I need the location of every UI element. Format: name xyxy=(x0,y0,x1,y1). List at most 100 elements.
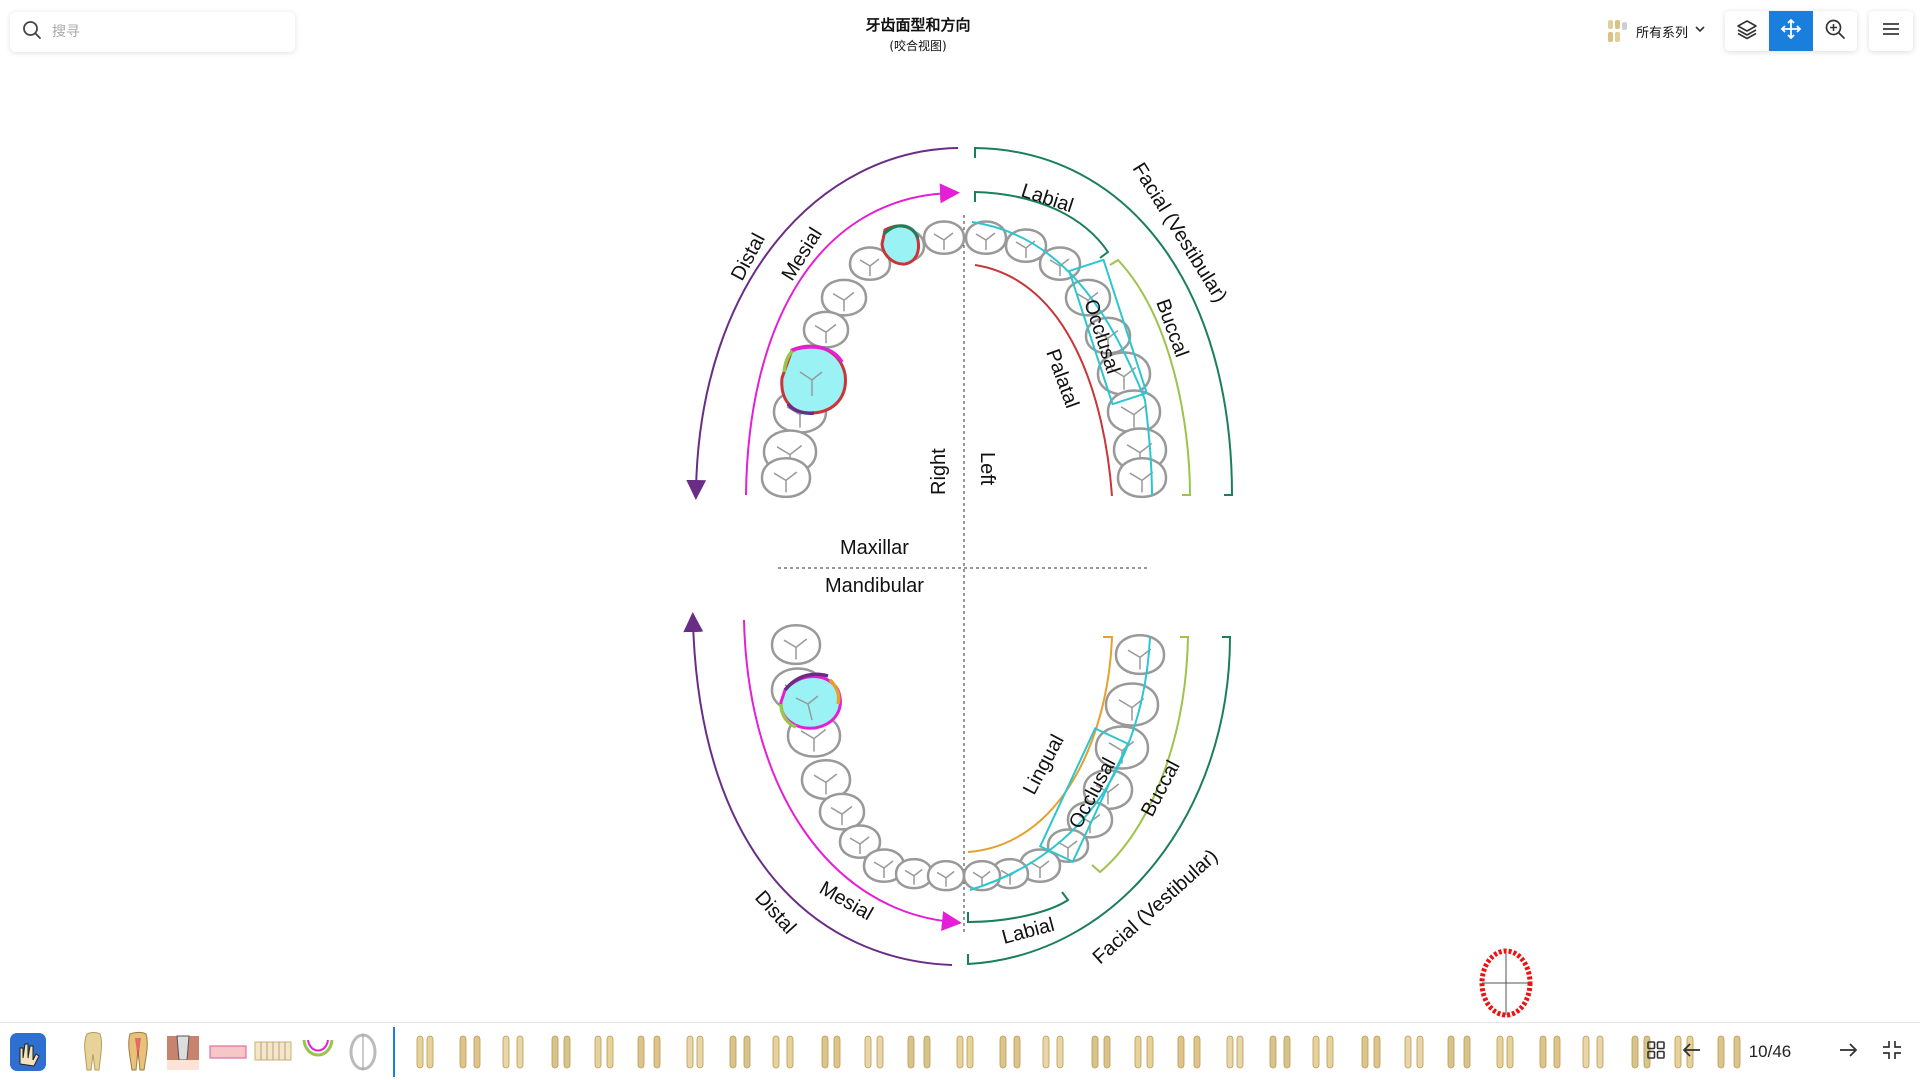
thumbnail-arch-colored[interactable] xyxy=(298,1029,338,1075)
tooth-thumbnail-icon xyxy=(1539,1035,1561,1069)
teeth-series-icon xyxy=(1606,18,1630,44)
thumbnail-teeth-view[interactable] xyxy=(450,1029,490,1075)
upper-tooth xyxy=(848,246,892,281)
layers-button[interactable] xyxy=(1725,11,1769,51)
upper-tooth xyxy=(760,457,812,499)
thumbnail-teeth-view[interactable] xyxy=(585,1029,625,1075)
tooth-fissure xyxy=(1129,471,1154,493)
facial-bracket-lower xyxy=(967,636,1232,966)
label-mesial-lower: Mesial xyxy=(816,877,877,925)
label-distal-lower: Distal xyxy=(750,887,800,939)
tooth-thumbnail-icon xyxy=(637,1035,661,1069)
thumbnail-tooth-section[interactable] xyxy=(118,1029,158,1075)
view-tools xyxy=(1725,11,1857,51)
lower-tooth xyxy=(1104,682,1160,727)
tooth-thumbnail-icon xyxy=(1582,1035,1604,1069)
occlusal-box-lower xyxy=(1038,727,1130,863)
tooth-thumbnail-icon xyxy=(1134,1035,1154,1069)
series-dropdown[interactable]: 所有系列 xyxy=(1606,16,1706,46)
tooth-thumbnail-icon xyxy=(1177,1035,1201,1069)
thumbnail-ruler-pink[interactable] xyxy=(208,1029,248,1075)
tooth-fissure xyxy=(773,471,798,493)
tooth-fissure xyxy=(832,291,855,312)
thumbnail-tooth[interactable] xyxy=(73,1029,113,1075)
tooth-thumbnail-icon xyxy=(1042,1035,1064,1069)
thumbnail-teeth-view[interactable] xyxy=(1575,1029,1615,1075)
labial-bracket-upper xyxy=(974,190,1110,259)
thumbnail-teeth-view[interactable] xyxy=(1260,1029,1300,1075)
thumbnail-teeth-view[interactable] xyxy=(495,1029,535,1075)
chevron-down-icon xyxy=(1694,23,1706,39)
thumbnail-teeth-row[interactable] xyxy=(253,1029,293,1075)
tooth-fissure xyxy=(830,805,853,826)
upper-tooth xyxy=(1004,228,1048,263)
menu-button[interactable] xyxy=(1869,11,1913,51)
label-left: Left xyxy=(976,452,998,486)
thumbnail-teeth-view[interactable] xyxy=(1125,1029,1165,1075)
thumbnail-teeth-view[interactable] xyxy=(900,1029,940,1075)
arrow-left-icon xyxy=(1680,1038,1704,1067)
buccal-bracket-upper xyxy=(1109,258,1192,496)
tooth-fissure xyxy=(1076,291,1099,312)
tooth-fissure xyxy=(813,773,838,795)
tooth-thumbnail-icon xyxy=(1269,1035,1291,1069)
thumbnail-implant[interactable] xyxy=(163,1029,203,1075)
series-label: 所有系列 xyxy=(1636,25,1689,41)
thumbnail-teeth-view[interactable] xyxy=(990,1029,1030,1075)
thumbnail-teeth-view[interactable] xyxy=(1530,1029,1570,1075)
tooth-fissure xyxy=(975,232,996,250)
tooth-thumbnail-icon xyxy=(502,1035,524,1069)
thumbnail-teeth-view[interactable] xyxy=(1485,1029,1525,1075)
thumbnail-teeth-view[interactable] xyxy=(540,1029,580,1075)
tooth-thumbnail-icon xyxy=(956,1035,974,1069)
search-box[interactable] xyxy=(10,12,295,52)
lower-tooth xyxy=(818,792,866,831)
tooth-thumbnail-icon xyxy=(1361,1035,1381,1069)
move-icon xyxy=(1780,18,1802,45)
tooth-thumbnail-icon xyxy=(1496,1035,1514,1069)
thumbnail-teeth-view[interactable] xyxy=(630,1029,670,1075)
tooth-fissure xyxy=(1095,783,1120,805)
thumbnail-teeth-view[interactable] xyxy=(1080,1029,1120,1075)
facial-bracket-upper xyxy=(974,146,1234,496)
tooth-fissure xyxy=(1057,840,1078,858)
thumbnail-teeth-view[interactable] xyxy=(1305,1029,1345,1075)
thumbnail-teeth-view[interactable] xyxy=(675,1029,715,1075)
grid-view-button[interactable] xyxy=(1636,1027,1676,1077)
label-palatal: Palatal xyxy=(1041,346,1083,411)
thumbnail-arch-outline[interactable] xyxy=(343,1029,383,1075)
tooth-fissure xyxy=(1118,697,1145,721)
thumbnail-teeth-view[interactable] xyxy=(1710,1029,1750,1075)
zoom-button[interactable] xyxy=(1813,11,1857,51)
thumbnail-app-home[interactable] xyxy=(8,1029,48,1075)
label-buccal-lower: Buccal xyxy=(1137,757,1185,820)
thumbnail-teeth-view[interactable] xyxy=(1350,1029,1390,1075)
previous-button[interactable] xyxy=(1672,1027,1712,1077)
thumbnail-teeth-view[interactable] xyxy=(720,1029,760,1075)
tooth-thumbnail-icon xyxy=(1226,1035,1244,1069)
next-button[interactable] xyxy=(1828,1027,1868,1077)
thumbnail-teeth-view[interactable] xyxy=(1215,1029,1255,1075)
label-buccal-upper: Buccal xyxy=(1151,296,1192,360)
thumbnail-teeth-view[interactable] xyxy=(1395,1029,1435,1075)
thumbnail-teeth-view[interactable] xyxy=(945,1029,985,1075)
thumbnail-teeth-view[interactable] xyxy=(405,1029,445,1075)
label-right: Right xyxy=(928,448,950,495)
thumbnail-teeth-view[interactable] xyxy=(1035,1029,1075,1075)
move-button[interactable] xyxy=(1769,11,1813,51)
menu-group xyxy=(1869,11,1913,51)
tooth-fissure xyxy=(800,728,827,752)
thumbnail-teeth-view[interactable] xyxy=(765,1029,805,1075)
thumbnail-teeth-view[interactable] xyxy=(810,1029,850,1075)
tooth-fissure xyxy=(783,638,808,660)
highlighted-upper-incisor xyxy=(880,224,920,266)
buccal-bracket-lower xyxy=(1091,636,1190,874)
thumbnail-teeth-view[interactable] xyxy=(1170,1029,1210,1075)
search-input[interactable] xyxy=(52,24,272,40)
highlighted-upper-molar xyxy=(780,344,847,415)
exit-fullscreen-button[interactable] xyxy=(1872,1027,1912,1077)
thumbnail-teeth-view[interactable] xyxy=(1440,1029,1480,1075)
thumbnail-teeth-view[interactable] xyxy=(855,1029,895,1075)
tooth-surfaces-diagram[interactable]: Distal Mesial Labial Facial (Vestibular)… xyxy=(0,0,1920,1015)
arch-navigator-icon[interactable] xyxy=(1472,945,1540,1020)
